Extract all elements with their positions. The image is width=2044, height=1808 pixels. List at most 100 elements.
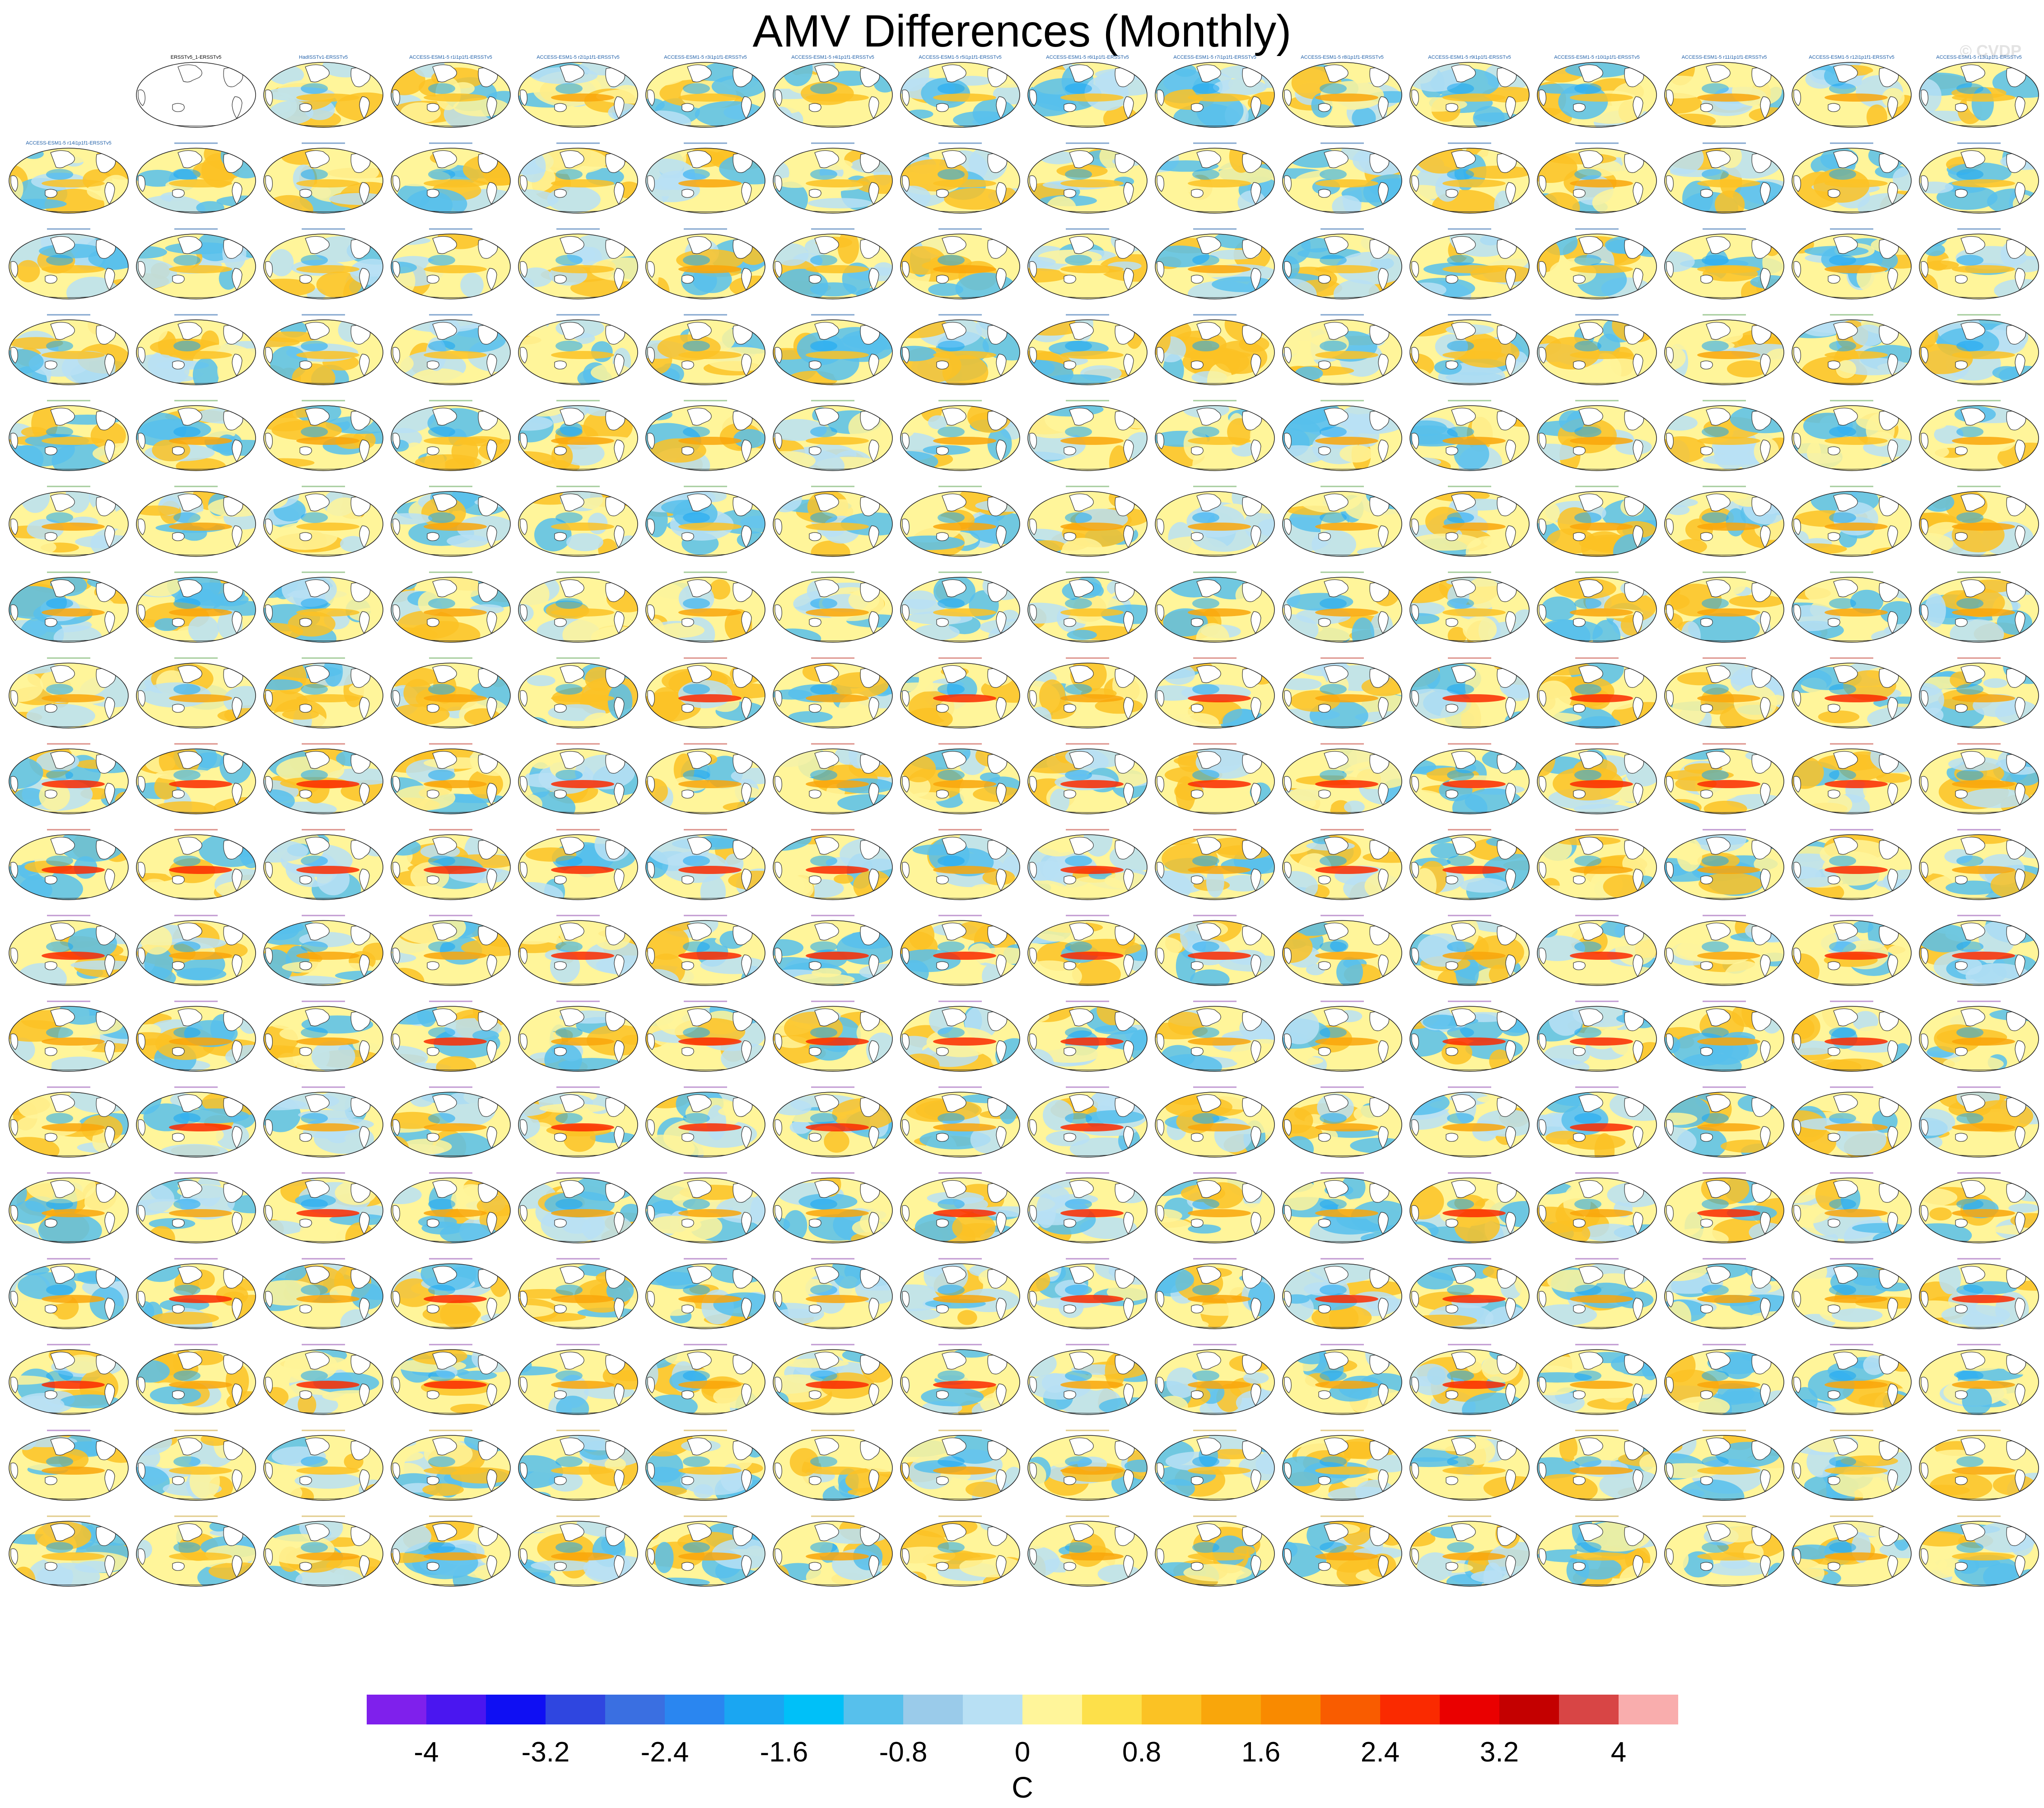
globe-outline bbox=[900, 491, 1020, 557]
coastline bbox=[942, 150, 966, 168]
coastline bbox=[775, 347, 782, 364]
coastline bbox=[1539, 433, 1546, 449]
globe-outline bbox=[645, 319, 765, 385]
coastline bbox=[687, 322, 712, 340]
coastline bbox=[392, 175, 400, 192]
coastline bbox=[1793, 261, 1801, 278]
globe-outline bbox=[1282, 491, 1402, 557]
coastline bbox=[681, 360, 694, 369]
coastline bbox=[299, 618, 312, 627]
coastline bbox=[1318, 446, 1331, 455]
coastline bbox=[687, 407, 712, 426]
map-panel bbox=[645, 486, 765, 557]
globe-outline bbox=[391, 234, 511, 299]
coastline bbox=[1064, 532, 1076, 541]
globe-outline bbox=[1919, 62, 2039, 128]
coastline bbox=[1539, 519, 1546, 535]
coastline bbox=[520, 433, 527, 449]
coastline bbox=[265, 433, 273, 449]
coastline bbox=[1833, 64, 1858, 83]
coastline bbox=[138, 261, 145, 278]
coastline bbox=[50, 665, 75, 683]
coastline bbox=[1700, 103, 1713, 112]
coastline bbox=[554, 275, 567, 284]
coastline bbox=[1318, 360, 1331, 369]
colorbar-segment bbox=[1261, 1695, 1321, 1724]
coastline bbox=[814, 64, 839, 83]
coastline bbox=[1324, 150, 1349, 168]
coastline bbox=[520, 604, 527, 621]
globe-outline bbox=[391, 319, 511, 385]
coastline bbox=[520, 175, 527, 192]
coastline bbox=[1411, 433, 1419, 449]
coastline bbox=[681, 275, 694, 284]
map-panel bbox=[518, 400, 638, 471]
coastline bbox=[138, 690, 145, 707]
globe-outline bbox=[1919, 577, 2039, 643]
coastline bbox=[1700, 189, 1713, 198]
coastline bbox=[1700, 618, 1713, 627]
coastline bbox=[138, 519, 145, 535]
map-panel bbox=[1155, 228, 1275, 299]
colorbar-tick-label: 0.8 bbox=[1122, 1737, 1161, 1768]
map-panel bbox=[645, 228, 765, 299]
coastline bbox=[1960, 579, 1985, 598]
coastline bbox=[45, 446, 57, 455]
globe-outline bbox=[1155, 234, 1275, 299]
coastline bbox=[1833, 493, 1858, 512]
coastline bbox=[814, 150, 839, 168]
coastline bbox=[50, 236, 75, 254]
coastline bbox=[1411, 604, 1419, 621]
map-panel: ACCESS-ESM1-5 r3i1p1f1-ERSSTv5 bbox=[645, 55, 765, 128]
coastline bbox=[1960, 493, 1985, 512]
globe-outline bbox=[136, 234, 256, 299]
coastline bbox=[560, 579, 584, 598]
coastline bbox=[1573, 189, 1586, 198]
coastline bbox=[1793, 433, 1801, 449]
coastline bbox=[1833, 322, 1858, 340]
coastline bbox=[1706, 150, 1731, 168]
coastline bbox=[1064, 275, 1076, 284]
coastline bbox=[392, 347, 400, 364]
coastline bbox=[647, 89, 655, 106]
globe-outline bbox=[391, 405, 511, 471]
map-panel bbox=[1537, 486, 1657, 557]
colorbar-tick-label: 0 bbox=[1015, 1737, 1030, 1768]
coastline bbox=[1324, 322, 1349, 340]
map-panel bbox=[1919, 400, 2039, 471]
globe-outline bbox=[1919, 234, 2039, 299]
coastline bbox=[902, 519, 910, 535]
coastline bbox=[432, 665, 457, 683]
coastline bbox=[814, 407, 839, 426]
globe-outline bbox=[263, 62, 383, 128]
coastline bbox=[1157, 89, 1164, 106]
coastline bbox=[1029, 261, 1037, 278]
coastline bbox=[1446, 446, 1458, 455]
colorbar-tick-label: 1.6 bbox=[1241, 1737, 1280, 1768]
globe-outline bbox=[1409, 319, 1530, 385]
coastline bbox=[1157, 347, 1164, 364]
globe-outline bbox=[1027, 405, 1148, 471]
colorbar-segment bbox=[1321, 1695, 1380, 1724]
coastline bbox=[814, 322, 839, 340]
coastline bbox=[560, 493, 584, 512]
globe-outline bbox=[1919, 319, 2039, 385]
colorbar-segment bbox=[724, 1695, 784, 1724]
globe-outline bbox=[136, 319, 256, 385]
globe-outline bbox=[1282, 577, 1402, 643]
coastline bbox=[432, 322, 457, 340]
coastline bbox=[1921, 519, 1928, 535]
map-panel: ACCESS-ESM1-5 r6i1p1f1-ERSSTv5 bbox=[1027, 55, 1148, 128]
globe-outline bbox=[1537, 148, 1657, 214]
colorbar-tick-label: 4 bbox=[1611, 1737, 1626, 1768]
coastline bbox=[814, 579, 839, 598]
colorbar-unit-label: C bbox=[1012, 1771, 1033, 1804]
coastline bbox=[554, 189, 567, 198]
colorbar-segment bbox=[605, 1695, 665, 1724]
coastline bbox=[1069, 493, 1094, 512]
coastline bbox=[299, 189, 312, 198]
coastline bbox=[265, 261, 273, 278]
coastline bbox=[1573, 618, 1586, 627]
coastline bbox=[1069, 64, 1094, 83]
coastline bbox=[427, 446, 439, 455]
